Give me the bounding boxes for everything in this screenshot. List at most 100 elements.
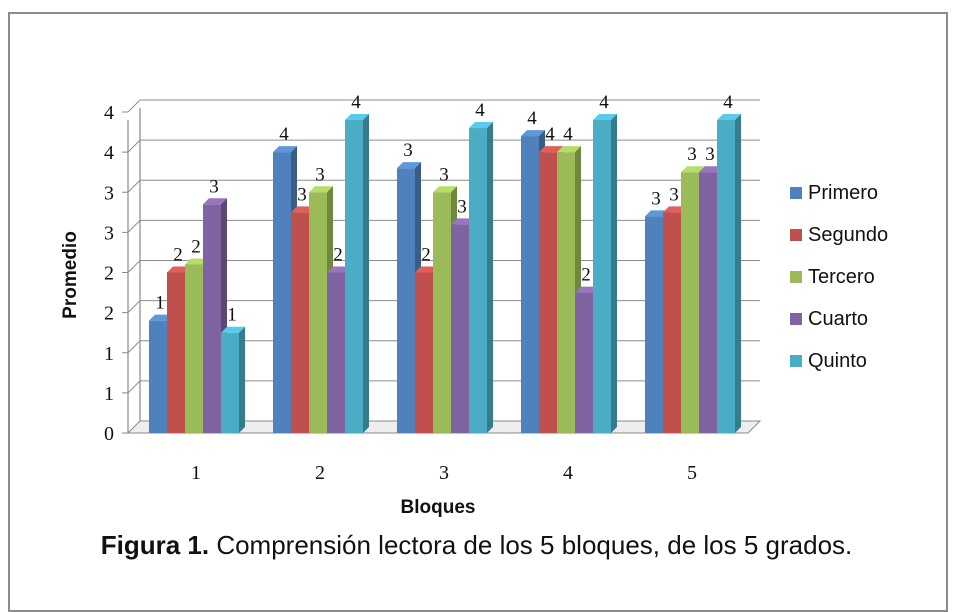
gridline-side bbox=[127, 220, 141, 233]
bar-top bbox=[203, 198, 227, 205]
bar-cuarto bbox=[575, 292, 593, 433]
data-label: 3 bbox=[457, 196, 467, 217]
bar-primero bbox=[149, 320, 167, 433]
bar-side bbox=[239, 326, 245, 433]
bar-quinto bbox=[469, 128, 487, 434]
bar-segundo bbox=[291, 212, 309, 433]
y-tick-label: 1 bbox=[104, 383, 114, 405]
bar-top bbox=[521, 130, 545, 137]
data-label: 3 bbox=[439, 164, 449, 185]
bar-cuarto bbox=[327, 272, 345, 433]
bar-quinto bbox=[221, 332, 239, 433]
y-tick-label: 4 bbox=[104, 102, 114, 124]
bar-side bbox=[487, 122, 493, 434]
gridline-side bbox=[127, 340, 141, 354]
bar-side bbox=[611, 114, 617, 434]
bar-quinto bbox=[345, 120, 363, 434]
x-tick-label: 4 bbox=[563, 462, 573, 484]
data-label: 3 bbox=[669, 184, 679, 205]
gridline-side bbox=[127, 300, 141, 313]
bar-tercero bbox=[309, 192, 327, 433]
bar-top bbox=[273, 146, 297, 153]
data-label: 2 bbox=[333, 245, 343, 266]
legend-label-quinto: Quinto bbox=[808, 350, 867, 372]
legend: Primero Segundo Tercero Cuarto Quinto bbox=[790, 182, 888, 372]
data-label: 3 bbox=[705, 144, 715, 165]
bar-top bbox=[345, 114, 369, 121]
legend-swatch-tercero bbox=[790, 271, 802, 283]
bar-top bbox=[309, 186, 333, 193]
bar-segundo bbox=[539, 152, 557, 433]
bar-top bbox=[557, 146, 581, 153]
bar-top bbox=[469, 122, 493, 129]
legend-swatch-cuarto bbox=[790, 313, 802, 325]
bar-top bbox=[681, 166, 705, 173]
data-label: 4 bbox=[475, 100, 485, 121]
bar-segundo bbox=[415, 272, 433, 433]
data-label: 2 bbox=[581, 265, 591, 286]
data-label: 1 bbox=[227, 305, 237, 326]
data-label: 3 bbox=[297, 184, 307, 205]
data-label: 4 bbox=[545, 124, 555, 145]
bar-top bbox=[717, 114, 741, 121]
bar-cuarto bbox=[451, 224, 469, 433]
bar-segundo bbox=[167, 272, 185, 433]
legend-swatch-quinto bbox=[790, 355, 802, 367]
bar-side bbox=[363, 114, 369, 434]
bar-tercero bbox=[433, 192, 451, 433]
y-tick-label: 1 bbox=[104, 343, 114, 365]
bar-side bbox=[735, 114, 741, 434]
legend-swatch-segundo bbox=[790, 229, 802, 241]
x-tick-label: 1 bbox=[191, 462, 201, 484]
bar-tercero bbox=[681, 172, 699, 433]
data-label: 2 bbox=[173, 245, 183, 266]
y-tick-label: 0 bbox=[104, 423, 114, 445]
data-label: 3 bbox=[315, 164, 325, 185]
x-tick-label: 3 bbox=[439, 462, 449, 484]
data-label: 4 bbox=[563, 124, 573, 145]
data-label: 4 bbox=[351, 92, 361, 113]
gridline-side bbox=[127, 139, 141, 153]
bar-top bbox=[539, 146, 563, 153]
bar-cuarto bbox=[699, 172, 717, 433]
bar-quinto bbox=[717, 120, 735, 434]
gridline-side bbox=[127, 179, 141, 193]
legend-label-cuarto: Cuarto bbox=[808, 308, 868, 330]
data-label: 4 bbox=[723, 92, 733, 113]
figure-caption: Figura 1. Comprensión lectora de los 5 b… bbox=[0, 528, 953, 562]
y-tick-label: 3 bbox=[104, 182, 114, 204]
data-label: 4 bbox=[279, 124, 289, 145]
y-tick-label: 3 bbox=[104, 222, 114, 244]
bar-tercero bbox=[557, 152, 575, 433]
bar-quinto bbox=[593, 120, 611, 434]
data-label: 3 bbox=[687, 144, 697, 165]
caption-figure-number: Figura 1. bbox=[100, 530, 210, 560]
data-label: 3 bbox=[651, 188, 661, 209]
bar-top bbox=[221, 326, 245, 333]
y-tick-label: 4 bbox=[104, 142, 114, 164]
x-tick-label: 2 bbox=[315, 462, 325, 484]
x-tick-label: 5 bbox=[687, 462, 697, 484]
bar-tercero bbox=[185, 264, 203, 433]
caption-text: Comprensión lectora de los 5 bloques, de… bbox=[209, 530, 853, 560]
data-label: 3 bbox=[403, 140, 413, 161]
data-label: 4 bbox=[527, 108, 537, 129]
y-tick-label: 2 bbox=[104, 263, 114, 285]
bar-segundo bbox=[663, 212, 681, 433]
bar-top bbox=[593, 114, 617, 121]
legend-label-tercero: Tercero bbox=[808, 266, 875, 288]
gridline-side bbox=[127, 99, 141, 113]
bar-primero bbox=[397, 168, 415, 434]
bar-primero bbox=[645, 216, 663, 433]
data-label: 2 bbox=[191, 236, 201, 257]
bar-primero bbox=[273, 152, 291, 433]
data-label: 3 bbox=[209, 176, 219, 197]
bar-primero bbox=[521, 136, 539, 433]
bar-top bbox=[397, 162, 421, 169]
data-label: 2 bbox=[421, 245, 431, 266]
data-label: 4 bbox=[599, 92, 609, 113]
y-axis-title: Promedio bbox=[60, 231, 81, 319]
bar-top bbox=[433, 186, 457, 193]
